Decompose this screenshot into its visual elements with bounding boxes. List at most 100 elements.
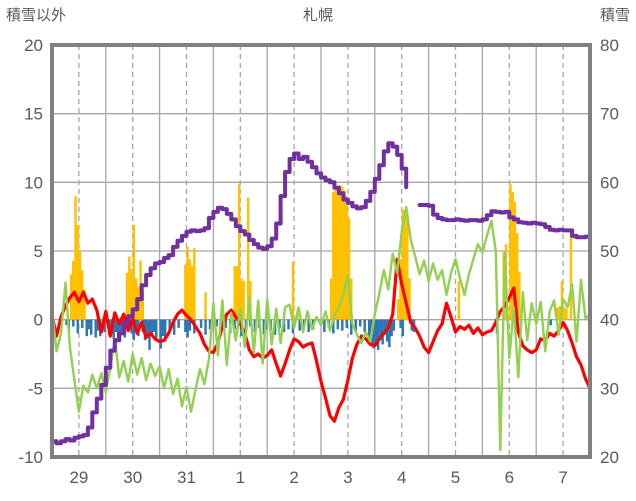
green-line	[50, 205, 592, 452]
orange-bars-bar	[336, 186, 340, 320]
blue-bars-bar	[341, 319, 344, 331]
blue-bars-bar	[150, 319, 153, 337]
blue-bars-bar	[388, 319, 391, 348]
line-series	[50, 141, 592, 452]
orange-bars-bar	[233, 266, 236, 320]
orange-bars-bar	[565, 308, 568, 320]
orange-bars-bar	[242, 281, 245, 320]
blue-bars-bar	[374, 319, 378, 346]
blue-bars-bar	[89, 319, 93, 335]
x-tick-label: 29	[69, 468, 88, 487]
blue-bars-bar	[224, 319, 227, 328]
blue-bars-bar	[392, 319, 396, 331]
blue-bars-bar	[76, 319, 80, 334]
blue-bars-bar	[132, 319, 136, 341]
blue-bars-bar	[233, 319, 236, 330]
orange-bars-bar	[518, 271, 521, 320]
blue-bars-bar	[215, 319, 218, 327]
blue-bars-bar	[350, 319, 353, 335]
x-tick-label: 1	[236, 468, 245, 487]
orange-bars-bar	[345, 196, 349, 320]
right-tick-label: 80	[600, 36, 619, 55]
orange-bars-bar	[190, 266, 194, 320]
red-line	[50, 257, 592, 423]
right-tick-label: 20	[600, 448, 619, 467]
blue-bars-bar	[390, 319, 393, 337]
blue-bars-bar	[130, 319, 133, 334]
right-tick-label: 40	[600, 311, 619, 330]
blue-bars-bar	[168, 319, 171, 333]
left-tick-label: -10	[18, 448, 43, 467]
orange-bars-bar	[569, 231, 573, 320]
blue-bars-bar	[65, 319, 68, 326]
orange-bars-bar	[204, 292, 207, 320]
blue-bars-bar	[401, 319, 405, 337]
orange-bars-bar	[399, 259, 402, 320]
x-tick-label: 31	[177, 468, 196, 487]
orange-bars-bar	[338, 185, 342, 320]
blue-bars-bar	[161, 319, 165, 337]
orange-bars-bar	[132, 224, 136, 320]
blue-bars-bar	[379, 319, 382, 341]
orange-bars-bar	[509, 183, 512, 320]
blue-bars-bar	[85, 319, 88, 337]
orange-bars-bar	[184, 264, 187, 320]
blue-bars-bar	[399, 319, 402, 328]
orange-bars-bar	[401, 209, 405, 320]
blue-bars-bar	[163, 319, 167, 342]
blue-bars-bar	[549, 319, 553, 326]
blue-bars-bar	[204, 319, 207, 335]
orange-bars-bar	[291, 261, 295, 320]
blue-bars-bar	[94, 319, 97, 338]
right-tick-label: 30	[600, 379, 619, 398]
orange-bars-bar	[329, 278, 333, 320]
orange-bars-bar	[343, 190, 346, 320]
plot-border	[50, 43, 592, 459]
blue-bars-bar	[323, 319, 326, 333]
blue-bars-bar	[87, 319, 91, 330]
right-axis-title: 積雪	[599, 7, 630, 24]
left-tick-label: 10	[24, 173, 43, 192]
orange-bars-bar	[83, 289, 86, 320]
orange-bars-bar	[347, 218, 351, 320]
blue-bars-bar	[282, 319, 286, 333]
blue-bars-bar	[119, 319, 122, 334]
orange-bars-bar	[193, 248, 196, 320]
blue-bars-bar	[199, 319, 203, 328]
blue-bars-bar	[96, 319, 100, 331]
blue-bars-bar	[332, 319, 335, 334]
blue-bars-bar	[208, 319, 212, 330]
left-tick-label: 0	[34, 311, 43, 330]
blue-bars-bar	[103, 319, 106, 333]
orange-bars-bar	[237, 183, 241, 320]
blue-bars-bar	[114, 319, 118, 333]
orange-bars-bar	[556, 307, 559, 320]
blue-bars-bar	[81, 319, 84, 328]
orange-bars-bar	[78, 251, 82, 320]
purple-line	[50, 141, 592, 446]
blue-bars-bar	[155, 319, 158, 339]
orange-bars-bar	[125, 272, 129, 320]
orange-bars-bar	[188, 259, 192, 320]
orange-bars-bar	[562, 307, 566, 320]
blue-bars-bar	[159, 319, 162, 349]
orange-bars-bar	[235, 266, 239, 320]
blue-bars-bar	[186, 319, 189, 338]
blue-bars-bar	[177, 319, 180, 328]
orange-bars-bar	[403, 209, 407, 320]
x-tick-label: 5	[451, 468, 460, 487]
blue-bars-bar	[336, 319, 340, 330]
orange-bars-bar	[186, 246, 189, 320]
orange-bars-bar	[72, 260, 75, 320]
x-tick-label: 30	[123, 468, 142, 487]
blue-bars-bar	[358, 319, 362, 327]
orange-bars-bar	[515, 233, 519, 320]
orange-bars-bar	[141, 292, 145, 320]
blue-bars-bar	[152, 319, 156, 333]
blue-bars-bar	[72, 319, 75, 327]
chart-title: 札幌	[302, 7, 333, 24]
orange-bars-bar	[332, 191, 335, 320]
orange-bars-bar	[513, 201, 517, 320]
blue-bars-bar	[372, 319, 375, 349]
x-tick-label: 6	[505, 468, 514, 487]
